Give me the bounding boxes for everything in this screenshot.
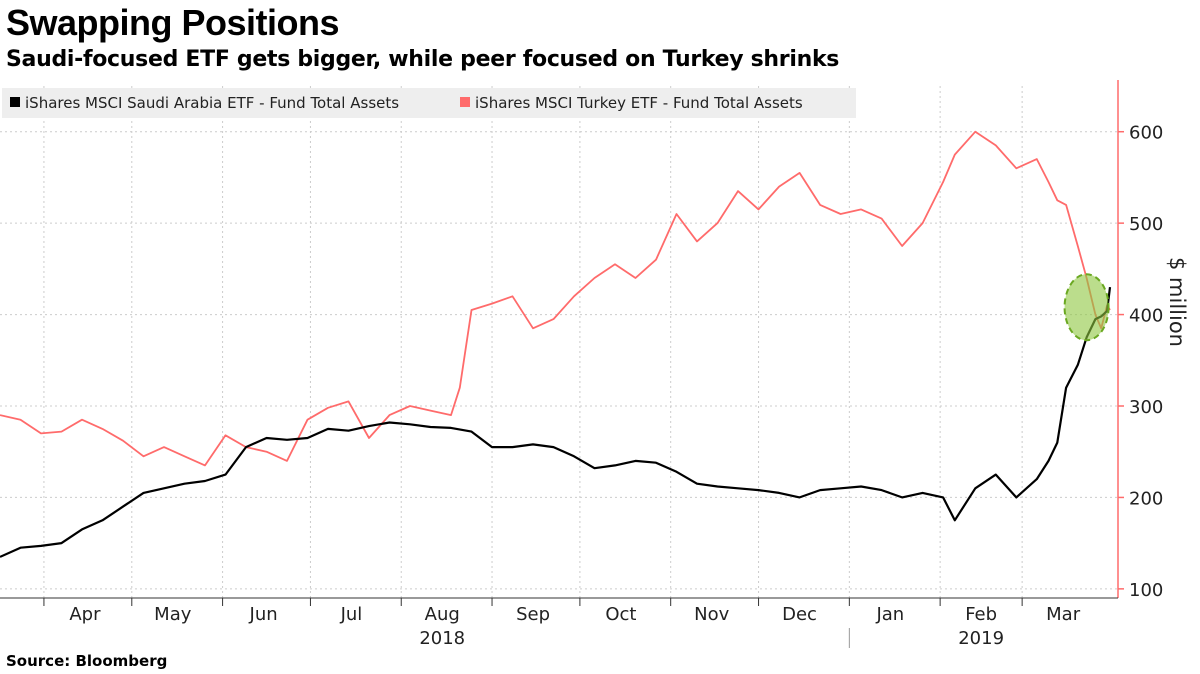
legend-item-turkey-label: iShares MSCI Turkey ETF - Fund Total Ass… bbox=[475, 94, 803, 112]
y-tick-label: 100 bbox=[1129, 580, 1163, 601]
source-note: Source: Bloomberg bbox=[6, 652, 168, 670]
legend-item-saudi-swatch bbox=[10, 97, 20, 107]
legend-item-saudi-label: iShares MSCI Saudi Arabia ETF - Fund Tot… bbox=[25, 94, 399, 112]
y-tick-label: 500 bbox=[1129, 214, 1163, 235]
legend-item-turkey-swatch bbox=[460, 97, 470, 107]
legend: iShares MSCI Saudi Arabia ETF - Fund Tot… bbox=[2, 88, 856, 118]
x-tick-label: Apr bbox=[69, 604, 101, 625]
x-tick-label: Dec bbox=[782, 604, 817, 625]
crossover-highlight bbox=[1063, 273, 1110, 342]
right-y-axis: 100 200 300 400 500 600 $ million bbox=[1117, 80, 1189, 601]
y-tick-label: 300 bbox=[1129, 397, 1163, 418]
x-tick-label: Mar bbox=[1046, 604, 1081, 625]
highlight-ellipse bbox=[1063, 273, 1110, 342]
chart-subtitle: Saudi-focused ETF gets bigger, while pee… bbox=[6, 47, 840, 72]
series-line-turkey bbox=[0, 130, 1111, 467]
series-lines bbox=[0, 130, 1112, 558]
series-line-saudi bbox=[0, 286, 1112, 558]
year-label: 2019 bbox=[958, 628, 1004, 649]
y-tick-label: 600 bbox=[1129, 123, 1163, 144]
year-label: 2018 bbox=[419, 628, 465, 649]
x-tick-label: Jan bbox=[875, 604, 904, 625]
y-tick-label: 400 bbox=[1129, 306, 1163, 327]
y-axis-label: $ million bbox=[1165, 257, 1189, 347]
x-axis: Apr May Jun Jul Aug Sep Oct Nov Dec Jan Feb Mar bbox=[0, 597, 1118, 625]
x-tick-label: Jun bbox=[249, 604, 278, 625]
x-tick-label: Oct bbox=[605, 604, 636, 625]
x-tick-label: Aug bbox=[425, 604, 460, 625]
chart-title: Swapping Positions bbox=[6, 2, 340, 43]
legend-background bbox=[2, 88, 856, 118]
x-tick-label: May bbox=[154, 604, 192, 625]
gridlines bbox=[0, 86, 1118, 598]
x-tick-label: Jul bbox=[340, 604, 363, 625]
x-tick-label: Feb bbox=[965, 604, 997, 625]
year-axis: 2018 2019 bbox=[419, 628, 1004, 649]
y-tick-label: 200 bbox=[1129, 488, 1163, 509]
x-tick-label: Sep bbox=[516, 604, 550, 625]
x-tick-label: Nov bbox=[694, 604, 729, 625]
